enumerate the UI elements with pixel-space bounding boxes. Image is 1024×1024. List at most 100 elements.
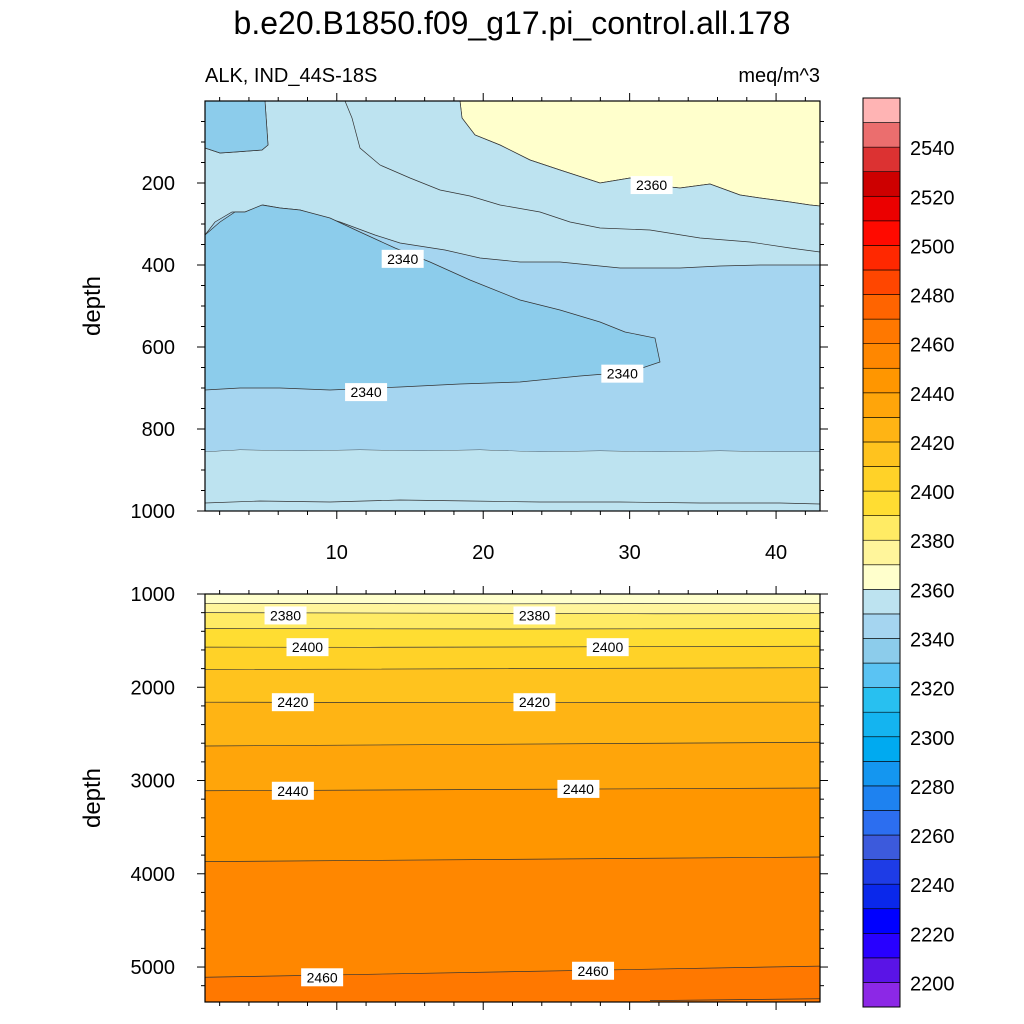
upper-xtick-label: 30 <box>619 542 641 564</box>
lower-contour-label: 2440 <box>271 781 314 800</box>
lower-contour-label: 2440 <box>557 779 600 798</box>
colorbar-swatch <box>862 122 901 148</box>
colorbar-swatch <box>862 417 901 443</box>
contour-label-text: 2380 <box>519 607 550 623</box>
colorbar-label: 2420 <box>910 433 955 455</box>
colorbar-swatch <box>862 294 901 320</box>
upper-ytick-label: 600 <box>142 337 175 359</box>
lower-contour-label: 2460 <box>301 968 344 987</box>
colorbar-label: 2240 <box>910 875 955 897</box>
colorbar-swatch <box>862 932 901 959</box>
colorbar-swatch <box>862 318 901 344</box>
colorbar-swatch <box>862 761 901 787</box>
colorbar-swatch <box>862 343 901 369</box>
lower-contour-label: 2400 <box>286 638 329 657</box>
contour-label-bg <box>271 781 314 800</box>
upper-ytick-label: 200 <box>142 173 175 195</box>
colorbar-label: 2260 <box>910 826 955 848</box>
lower-contour-line <box>205 602 820 605</box>
contour-label-text: 2460 <box>577 963 608 979</box>
colorbar-label: 2400 <box>910 482 955 504</box>
contour-label-text: 2340 <box>350 384 381 400</box>
colorbar-swatch <box>862 883 901 910</box>
contour-label-text: 2360 <box>636 177 667 193</box>
colorbar-swatch <box>862 490 901 516</box>
colorbar-swatch <box>862 146 901 173</box>
contour-label-text: 2340 <box>607 366 638 382</box>
contour-label-text: 2460 <box>307 969 338 985</box>
colorbar-swatch <box>862 515 901 541</box>
upper-xtick-label: 10 <box>326 542 348 564</box>
contour-label-text: 2420 <box>277 694 308 710</box>
upper-xtick-label: 40 <box>765 542 787 564</box>
contour-label-text: 2400 <box>592 639 623 655</box>
colorbar-label: 2280 <box>910 777 955 799</box>
colorbar-swatch <box>862 466 901 492</box>
colorbar-swatch <box>862 589 901 615</box>
colorbar-swatch <box>862 834 901 860</box>
upper-contour-label: 2360 <box>630 176 673 195</box>
lower-contour-label: 2420 <box>513 693 556 712</box>
band-2335-topleft <box>205 101 269 154</box>
lower-band <box>205 603 820 614</box>
contour-label-bg <box>513 606 556 625</box>
colorbar-swatch <box>862 785 901 811</box>
colorbar-label: 2500 <box>910 236 955 258</box>
contour-label-text: 2340 <box>387 251 418 267</box>
colorbar-swatch <box>862 539 901 566</box>
upper-ytick-label: 400 <box>142 255 175 277</box>
colorbar-swatch <box>862 908 901 934</box>
colorbar-swatch <box>862 638 901 664</box>
lower-contour-label: 2380 <box>513 606 556 625</box>
colorbar-label: 2380 <box>910 531 955 553</box>
upper-contour-fill <box>205 101 820 511</box>
contour-label-bg <box>345 383 388 402</box>
lower-contour-line <box>205 628 820 630</box>
lower-band <box>205 966 820 1002</box>
colorbar-swatch <box>862 392 901 418</box>
lower-contour-label: 2380 <box>264 606 307 625</box>
lower-band <box>205 646 820 670</box>
lower-contour-fill <box>205 594 820 1002</box>
lower-contour-line-bottom <box>649 998 820 1001</box>
colorbar-label: 2440 <box>910 384 955 406</box>
contour-label-text: 2400 <box>292 639 323 655</box>
colorbar-swatch <box>862 245 901 271</box>
contour-label-bg <box>601 364 644 383</box>
band-2350-bottom <box>205 450 820 511</box>
upper-ylabel: depth <box>79 276 106 336</box>
lower-ytick-label: 3000 <box>131 771 176 793</box>
colorbar-swatch <box>862 564 901 590</box>
upper-contour-label: 2340 <box>345 383 388 402</box>
contour-label-text: 2420 <box>519 694 550 710</box>
colorbar-label: 2200 <box>910 973 955 995</box>
colorbar-swatch <box>862 859 901 885</box>
colorbar-swatch <box>862 220 901 246</box>
lower-band <box>205 594 820 604</box>
contour-label-bg <box>286 638 329 657</box>
lower-ytick-label: 1000 <box>131 584 176 606</box>
lower-band <box>205 742 820 791</box>
colorbar-swatch <box>862 810 901 836</box>
colorbar-frame <box>862 97 901 1008</box>
lower-ytick-label: 5000 <box>131 957 176 979</box>
upper-contour-label: 2340 <box>601 364 644 383</box>
subtitle-right: meq/m^3 <box>738 65 820 87</box>
upper-ytick-label: 1000 <box>131 501 176 523</box>
lower-panel: 1000 2000 3000 4000 5000 depth 2380 2380 2400 240… <box>79 584 828 1010</box>
lower-band <box>205 612 820 629</box>
contour-label-bg <box>586 638 629 657</box>
colorbar-label: 2460 <box>910 335 955 357</box>
lower-ylabel: depth <box>79 768 106 828</box>
colorbar-label: 2480 <box>910 286 955 308</box>
band-2355-inner <box>344 101 820 253</box>
contour-line-lower-2 <box>205 499 820 505</box>
colorbar-swatch <box>862 687 901 713</box>
colorbar-swatch <box>862 957 901 983</box>
contour-label-text: 2440 <box>277 783 308 799</box>
lower-band <box>205 787 820 862</box>
lower-ytick-label: 2000 <box>131 677 176 699</box>
colorbar-swatch <box>862 441 901 467</box>
chart-title: b.e20.B1850.f09_g17.pi_control.all.178 <box>234 5 791 41</box>
